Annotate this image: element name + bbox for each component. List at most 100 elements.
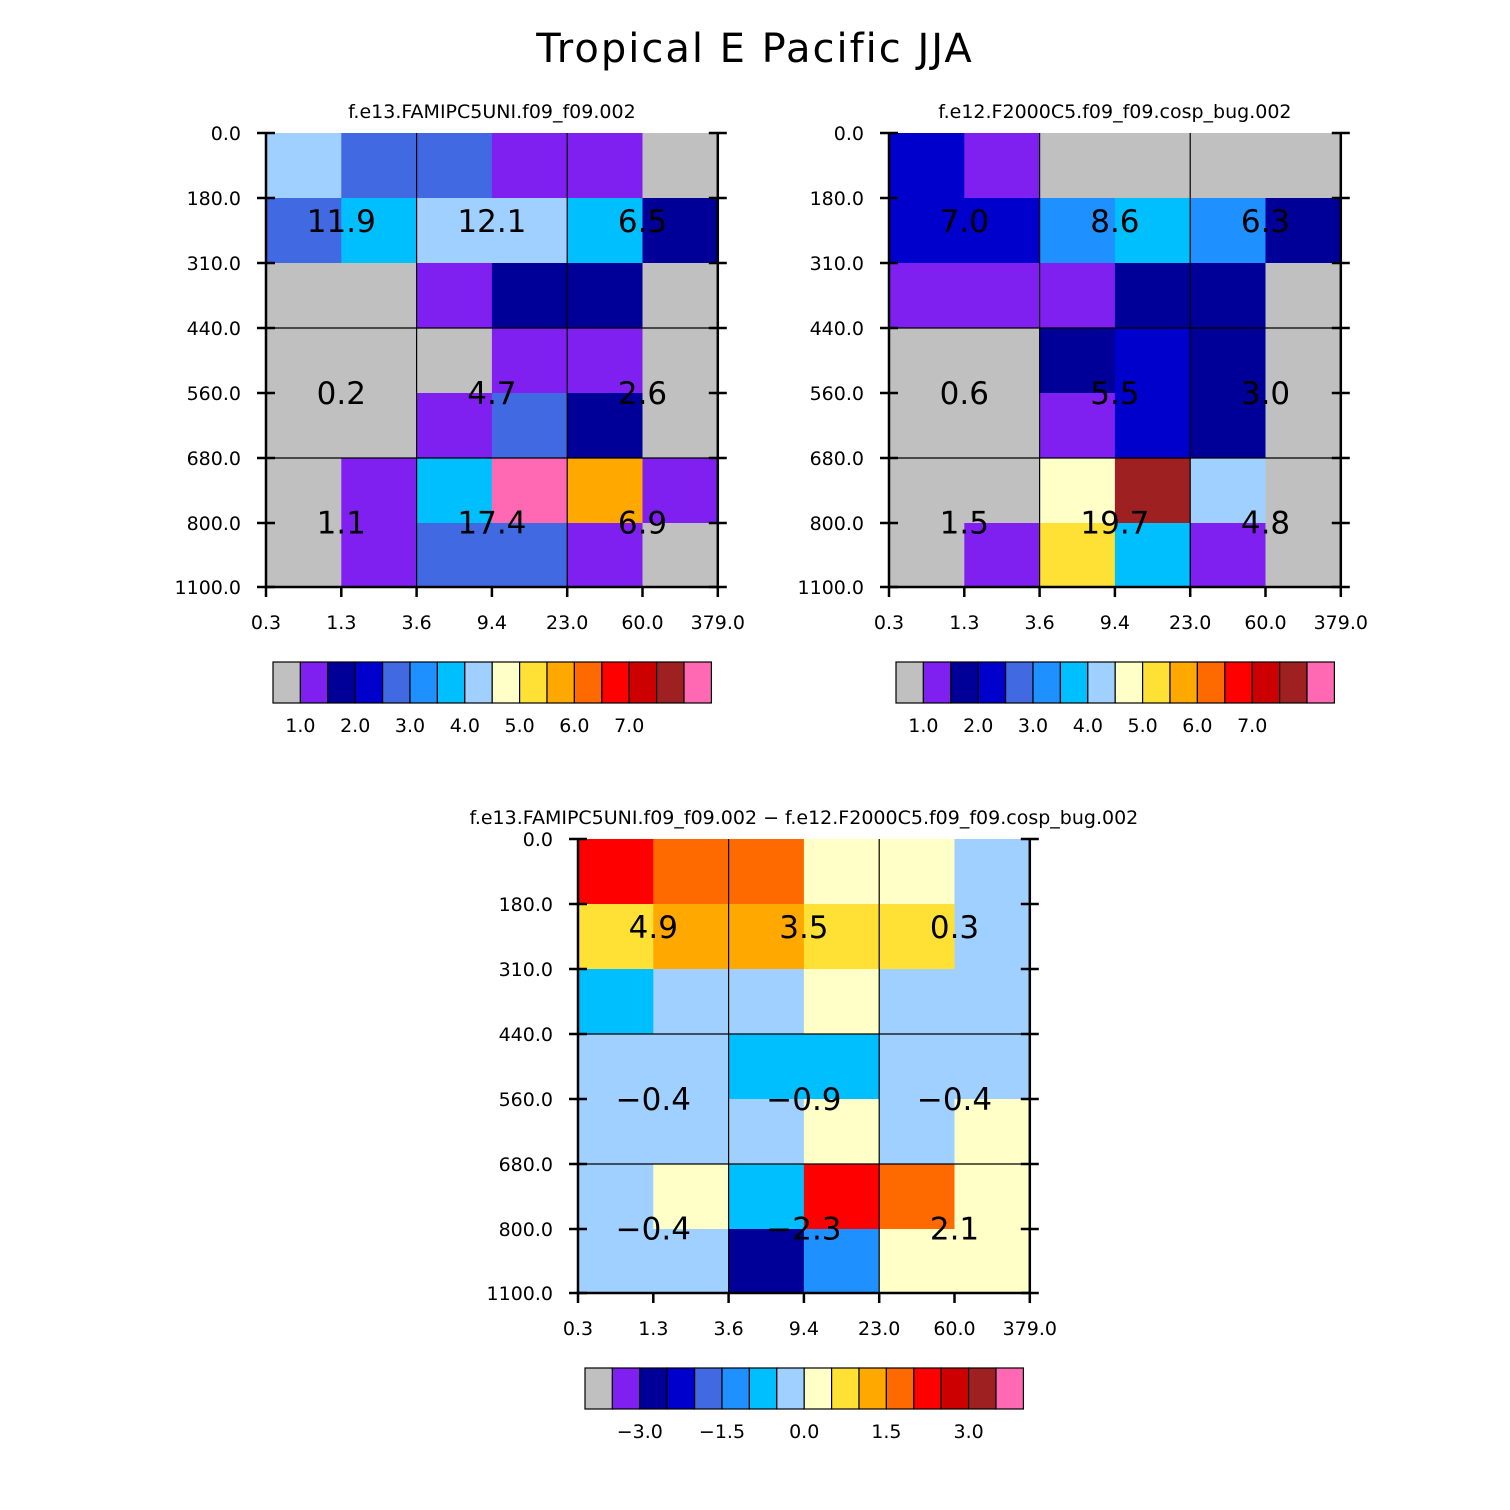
box-value-label: 7.0 <box>940 204 989 240</box>
x-tick-label: 0.3 <box>874 612 904 634</box>
heatmap-cell <box>728 1099 805 1165</box>
box-value-label: 0.6 <box>940 376 989 412</box>
colorbar-swatch <box>327 661 356 704</box>
colorbar-swatch <box>803 1367 833 1410</box>
x-tick-label: 9.4 <box>1100 612 1130 634</box>
y-tick-label: 560.0 <box>187 383 241 405</box>
box-value-label: 6.5 <box>618 204 667 240</box>
colorbar-swatch <box>885 1367 915 1410</box>
heatmap-cell <box>954 1229 1031 1294</box>
heatmap-cell <box>1114 133 1191 199</box>
heatmap-cell <box>1190 328 1267 394</box>
heatmap-cell <box>1039 263 1116 329</box>
colorbar-swatch <box>977 661 1007 704</box>
box-value-label: −0.4 <box>616 1212 691 1248</box>
heatmap-cell <box>491 198 568 264</box>
colorbar-swatch <box>611 1367 641 1410</box>
box-value-label: 4.7 <box>467 376 516 412</box>
heatmap-cell <box>341 133 418 199</box>
x-tick-label: 60.0 <box>933 1318 975 1340</box>
colorbar-label: 3.0 <box>953 1421 983 1443</box>
heatmap-cell <box>1114 393 1191 459</box>
box-value-label: 6.3 <box>1241 204 1290 240</box>
heatmap-cell <box>653 1099 730 1165</box>
colorbar-swatch <box>436 661 466 704</box>
heatmap-cell <box>1039 523 1116 588</box>
heatmap-cell <box>1265 198 1342 264</box>
y-tick-label: 0.0 <box>523 829 553 851</box>
box-value-label: 3.0 <box>1241 376 1290 412</box>
heatmap-cell <box>1039 198 1116 264</box>
heatmap-cell <box>653 1034 730 1100</box>
colorbar-swatch <box>601 661 630 704</box>
y-tick-label: 440.0 <box>499 1024 553 1046</box>
x-tick-label: 379.0 <box>691 612 745 634</box>
heatmap-cell <box>964 133 1041 199</box>
heatmap-cell <box>642 198 719 264</box>
heatmap-cell <box>803 1099 880 1165</box>
heatmap-cell <box>1265 328 1342 394</box>
colorbar-swatch <box>830 1367 860 1410</box>
heatmap-cell <box>653 969 730 1035</box>
heatmap-cell <box>889 523 965 588</box>
heatmap-cell <box>803 839 880 905</box>
heatmap-cell <box>879 839 956 905</box>
heatmap-cell <box>954 1164 1031 1230</box>
heatmap-cell <box>567 328 644 394</box>
heatmap-cell <box>491 393 568 459</box>
heatmap-cell <box>642 393 719 459</box>
heatmap-cell <box>803 1229 880 1294</box>
heatmap-cell <box>964 458 1041 524</box>
colorbar-label: 2.0 <box>963 715 993 737</box>
x-tick-label: 1.3 <box>326 612 356 634</box>
x-tick-label: 60.0 <box>1244 612 1286 634</box>
heatmap-cell <box>1114 198 1191 264</box>
colorbar-swatch <box>1032 661 1061 704</box>
heatmap-cell <box>728 1164 805 1230</box>
heatmap-cell <box>266 133 342 199</box>
x-tick-label: 23.0 <box>546 612 588 634</box>
colorbar-label: 1.0 <box>908 715 938 737</box>
colorbar-label: 7.0 <box>1237 715 1267 737</box>
colorbar-swatch <box>666 1367 696 1410</box>
x-tick-label: 0.3 <box>563 1318 593 1340</box>
heatmap-cell <box>889 133 965 199</box>
heatmap-cell <box>642 133 719 199</box>
colorbar-swatch <box>1087 661 1116 704</box>
colorbar-swatch <box>299 661 329 704</box>
panel-title: f.e13.FAMIPC5UNI.f09_f09.002 − f.e12.F20… <box>470 807 1139 829</box>
y-tick-label: 310.0 <box>187 253 241 275</box>
colorbar-swatch <box>464 661 493 704</box>
colorbar-swatch <box>1306 661 1335 704</box>
heatmap-cell <box>416 263 493 329</box>
y-tick-label: 180.0 <box>187 188 241 210</box>
y-tick-label: 440.0 <box>187 318 241 340</box>
heatmap-panel1: f.e13.FAMIPC5UNI.f09_f09.002 0.0 180.0 310.… <box>175 101 745 737</box>
heatmap-cell <box>567 393 644 459</box>
box-value-label: 3.5 <box>779 910 828 946</box>
heatmap-cell <box>879 1164 956 1230</box>
heatmap-cell <box>964 393 1041 459</box>
heatmap-cell <box>1190 198 1267 264</box>
colorbar-swatch <box>1141 661 1171 704</box>
heatmap-cell <box>954 1099 1031 1165</box>
heatmap-cell <box>728 1034 805 1100</box>
heatmap-cell <box>964 198 1041 264</box>
colorbar-swatch <box>995 1367 1024 1410</box>
heatmap-cell <box>889 263 965 329</box>
heatmap-cell <box>954 969 1031 1035</box>
x-tick-label: 379.0 <box>1314 612 1368 634</box>
heatmap-cell <box>491 133 568 199</box>
heatmap-cell <box>889 328 965 394</box>
box-value-label: 2.1 <box>930 1212 979 1248</box>
colorbar-swatch <box>584 1367 613 1410</box>
heatmap-cell <box>578 969 654 1035</box>
box-value-label: −0.4 <box>917 1082 992 1118</box>
heatmap-cell <box>1265 393 1342 459</box>
y-tick-label: 310.0 <box>499 959 553 981</box>
heatmap-cell <box>416 133 493 199</box>
heatmap-cell <box>341 198 418 264</box>
colorbar-swatch <box>354 661 384 704</box>
heatmap-cell <box>1190 263 1267 329</box>
